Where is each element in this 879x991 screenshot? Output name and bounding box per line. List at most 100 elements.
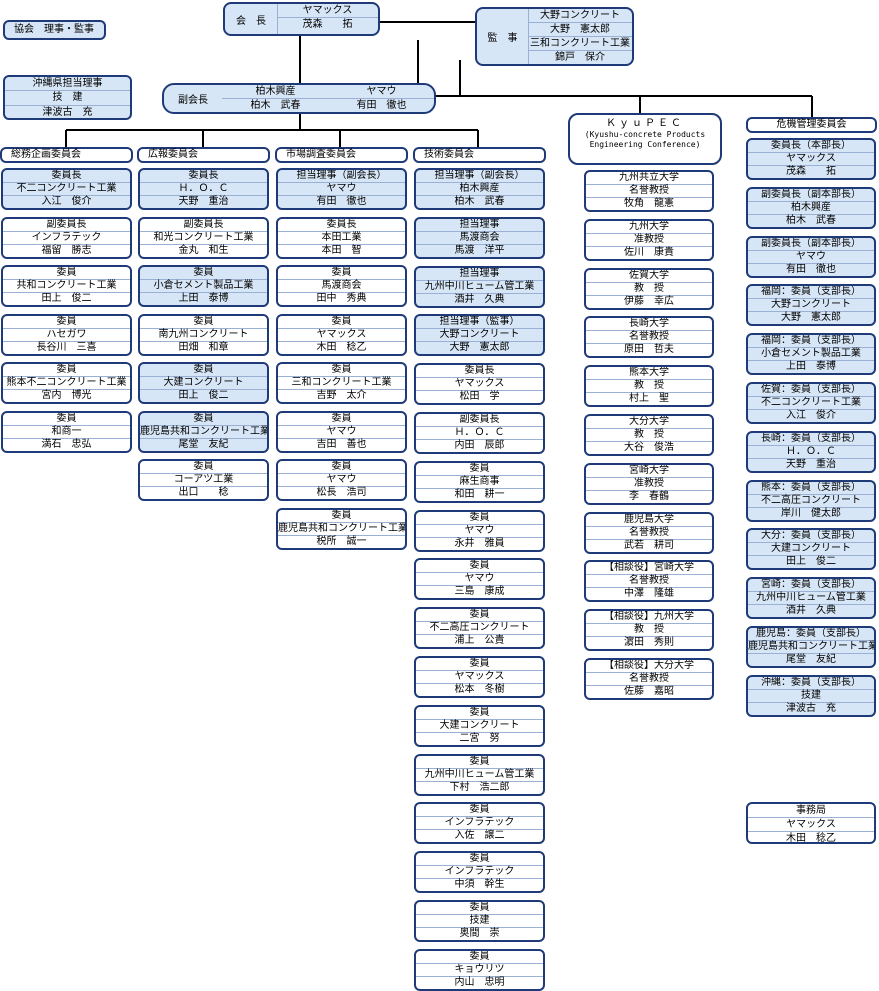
member-company: 教 授 <box>586 624 712 638</box>
member-role: 委員 <box>140 267 267 280</box>
member-role: 副委員長 <box>3 219 130 232</box>
member-company: 技建 <box>416 915 543 928</box>
member-name: 吉田 善也 <box>316 438 367 450</box>
member-role: 委員 <box>3 364 130 377</box>
member-box: 沖縄：委員（支部長） 技建 津波古 充 <box>746 674 876 717</box>
member-name: 大谷 俊浩 <box>624 442 674 453</box>
member-name: 松長 浩司 <box>316 487 367 498</box>
member-name: 浦上 公貴 <box>454 635 505 647</box>
member-company: 熊本不二コンクリート工業 <box>3 377 130 390</box>
member-company: コーアツ工業 <box>140 474 267 487</box>
member-role: 委員 <box>140 461 267 474</box>
member-name: 尾堂 友紀 <box>786 654 836 665</box>
member-box: 大分：委員（支部長） 大建コンクリート 田上 俊二 <box>746 528 876 571</box>
member-company: 名誉教授 <box>586 575 712 589</box>
member-box: 宮崎：委員（支部長） 九州中川ヒューム管工業 酒井 久典 <box>746 577 876 620</box>
member-role: 委員長 <box>3 170 130 183</box>
member-role: 福岡：委員（支部長） <box>748 335 874 349</box>
member-box: 委員長 ヤマックス 松田 学 <box>414 363 545 406</box>
member-role: 委員 <box>416 853 543 867</box>
member-box: 委員 三和コンクリート工業 吉野 太介 <box>276 362 407 404</box>
chairman-box: 会 長 ヤマックス 茂森 拓 <box>223 2 380 36</box>
committee-header-shijou: 市場調査委員会 <box>275 147 408 163</box>
member-name: 入佐 譲二 <box>454 830 505 842</box>
member-box: 佐賀大学教 授伊藤 幸広 <box>584 267 714 310</box>
member-company: 鹿児島共和コンクリート工業 <box>278 522 407 536</box>
member-company: 不二高圧コンクリート <box>416 622 543 636</box>
member-name: 三島 康成 <box>454 586 505 598</box>
member-box: 委員 鹿児島共和コンクリート工業 尾堂 友紀 <box>138 410 269 453</box>
member-role: 委員長 <box>416 365 543 379</box>
auditor-line: 錦戸 保介 <box>555 52 605 63</box>
member-role: 大分大学 <box>586 416 712 429</box>
member-company: 名誉教授 <box>586 185 712 198</box>
member-company: ヤマウ <box>278 426 405 439</box>
vice-right-company: ヤマウ <box>329 85 434 99</box>
member-box: 委員 馬渡商会 田中 秀典 <box>276 265 407 307</box>
member-box: 委員 小倉セメント製品工業 上田 泰博 <box>138 265 269 307</box>
member-company: ヤマックス <box>748 153 874 166</box>
member-company: 共和コンクリート工業 <box>3 280 130 293</box>
member-company: Ｈ．Ｏ．Ｃ <box>140 183 267 196</box>
member-role: 委員 <box>3 413 130 426</box>
member-company: 大建コンクリート <box>748 543 874 557</box>
member-name: 津波古 充 <box>786 702 836 714</box>
member-name: 内山 忠明 <box>454 976 505 988</box>
member-role: 委員長 <box>278 219 405 232</box>
member-name: 中須 幹生 <box>454 879 505 891</box>
member-company: 三和コンクリート工業 <box>278 377 405 390</box>
member-company: ヤマウ <box>278 474 405 487</box>
member-name: 大野 憲太郎 <box>449 342 510 354</box>
member-role: 大分：委員（支部長） <box>748 530 874 544</box>
vice-right-person: 有田 徹也 <box>356 100 407 111</box>
member-name: 酒井 久典 <box>454 293 505 305</box>
member-company: インフラテック <box>3 232 130 245</box>
member-name: 金丸 和生 <box>178 244 229 256</box>
member-name: 牧角 龍憲 <box>624 198 674 209</box>
auditor-line: 三和コンクリート工業 <box>528 38 632 51</box>
member-box: 委員 九州中川ヒューム管工業 下村 浩二郎 <box>414 753 545 796</box>
member-box: 委員長 本田工業 本田 智 <box>276 216 407 259</box>
member-company: 不二コンクリート工業 <box>3 183 130 196</box>
member-box: 委員 ヤマックス 木田 稔乙 <box>276 313 407 356</box>
member-role: 委員 <box>416 658 543 671</box>
member-box: 委員 キョウリツ 内山 忠明 <box>414 948 545 991</box>
member-company: 名誉教授 <box>586 527 712 540</box>
committee-header-soumu: 総務企画委員会 <box>0 147 133 163</box>
member-box: 副委員長（副本部長） 柏木興産 柏木 武春 <box>746 186 876 229</box>
member-company: 馬渡商会 <box>278 280 405 293</box>
member-name: 原田 哲夫 <box>624 344 674 356</box>
member-company: 小倉セメント製品工業 <box>140 280 267 293</box>
member-role: 委員 <box>140 316 267 329</box>
member-role: 担当理事（副会長） <box>278 170 405 183</box>
member-name: 上田 泰博 <box>786 361 836 373</box>
member-company: Ｈ．Ｏ．Ｃ <box>416 427 543 440</box>
auditor-line: 大野コンクリート <box>528 9 632 23</box>
member-box: 委員長（本部長） ヤマックス 茂森 拓 <box>746 138 876 180</box>
member-box: 鹿児島：委員（支部長） 鹿児島共和コンクリート工業 尾堂 友紀 <box>746 626 876 668</box>
member-company: 名誉教授 <box>586 331 712 345</box>
member-name: 福留 勝志 <box>41 244 92 256</box>
association-label: 協会 理事・監事 <box>3 20 106 40</box>
secretariat-box: 事務局 ヤマックス 木田 稔乙 <box>746 802 876 844</box>
member-box: 委員 南九州コンクリート 田畑 和章 <box>138 313 269 356</box>
member-box: 熊本大学教 授村上 聖 <box>584 365 714 408</box>
member-role: 委員 <box>416 560 543 574</box>
member-name: 永井 雅員 <box>454 537 505 549</box>
member-box: 委員 ヤマウ 永井 雅員 <box>414 509 545 552</box>
member-name: 武若 耕司 <box>624 539 674 551</box>
member-name: 本田 智 <box>321 244 362 256</box>
member-name: 佐川 康貴 <box>624 246 674 258</box>
member-name: 有田 徹也 <box>786 263 836 275</box>
member-role: 担当理事 <box>416 268 543 281</box>
member-box: 委員 共和コンクリート工業 田上 俊二 <box>1 265 132 307</box>
member-name: 松本 冬樹 <box>454 684 505 695</box>
member-box: 担当理事 馬渡商会 馬渡 洋平 <box>414 216 545 259</box>
member-name: 有田 徹也 <box>316 196 367 207</box>
member-role: 鹿児島大学 <box>586 514 712 527</box>
member-role: 長崎：委員（支部長） <box>748 433 874 446</box>
member-role: 佐賀大学 <box>586 270 712 283</box>
member-name: 佐藤 嘉昭 <box>624 686 674 697</box>
okinawa-line: 津波古 充 <box>42 107 93 118</box>
member-company: 麻生商事 <box>416 476 543 489</box>
